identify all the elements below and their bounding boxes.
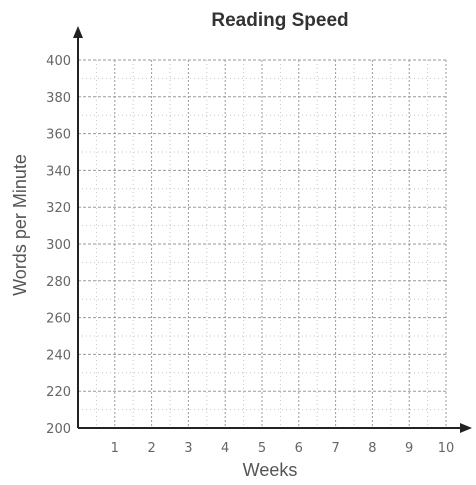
chart-title: Reading Speed xyxy=(211,10,348,31)
y-tick-label: 280 xyxy=(46,275,71,290)
x-tick-label: 2 xyxy=(147,441,155,456)
x-tick-label: 4 xyxy=(221,441,229,456)
y-tick-label: 240 xyxy=(46,348,71,363)
y-axis-label: Words per Minute xyxy=(10,154,30,296)
x-tick-label: 7 xyxy=(331,441,339,456)
chart-grid xyxy=(78,59,447,428)
y-tick-label: 340 xyxy=(46,164,71,179)
x-tick-label: 6 xyxy=(295,441,303,456)
y-tick-labels: 200 220 240 260 280 300 320 340 360 380 400 xyxy=(46,54,71,437)
y-tick-label: 380 xyxy=(46,91,71,106)
y-tick-label: 400 xyxy=(46,54,71,69)
x-axis-arrow xyxy=(460,423,472,433)
y-tick-label: 220 xyxy=(46,385,71,400)
y-tick-label: 260 xyxy=(46,312,71,327)
chart-axes xyxy=(73,26,472,433)
x-tick-label: 8 xyxy=(368,441,376,456)
x-tick-label: 9 xyxy=(405,441,413,456)
x-tick-label: 5 xyxy=(258,441,266,456)
y-axis-arrow xyxy=(73,26,83,38)
y-tick-label: 360 xyxy=(46,128,71,143)
x-tick-labels: 1 2 3 4 5 6 7 8 9 10 xyxy=(111,441,455,456)
x-tick-label: 10 xyxy=(438,441,455,456)
x-tick-label: 1 xyxy=(111,441,119,456)
y-tick-label: 200 xyxy=(46,422,71,437)
y-tick-label: 300 xyxy=(46,238,71,253)
x-axis-label: Weeks xyxy=(243,460,298,480)
x-tick-label: 3 xyxy=(184,441,192,456)
y-tick-label: 320 xyxy=(46,201,71,216)
